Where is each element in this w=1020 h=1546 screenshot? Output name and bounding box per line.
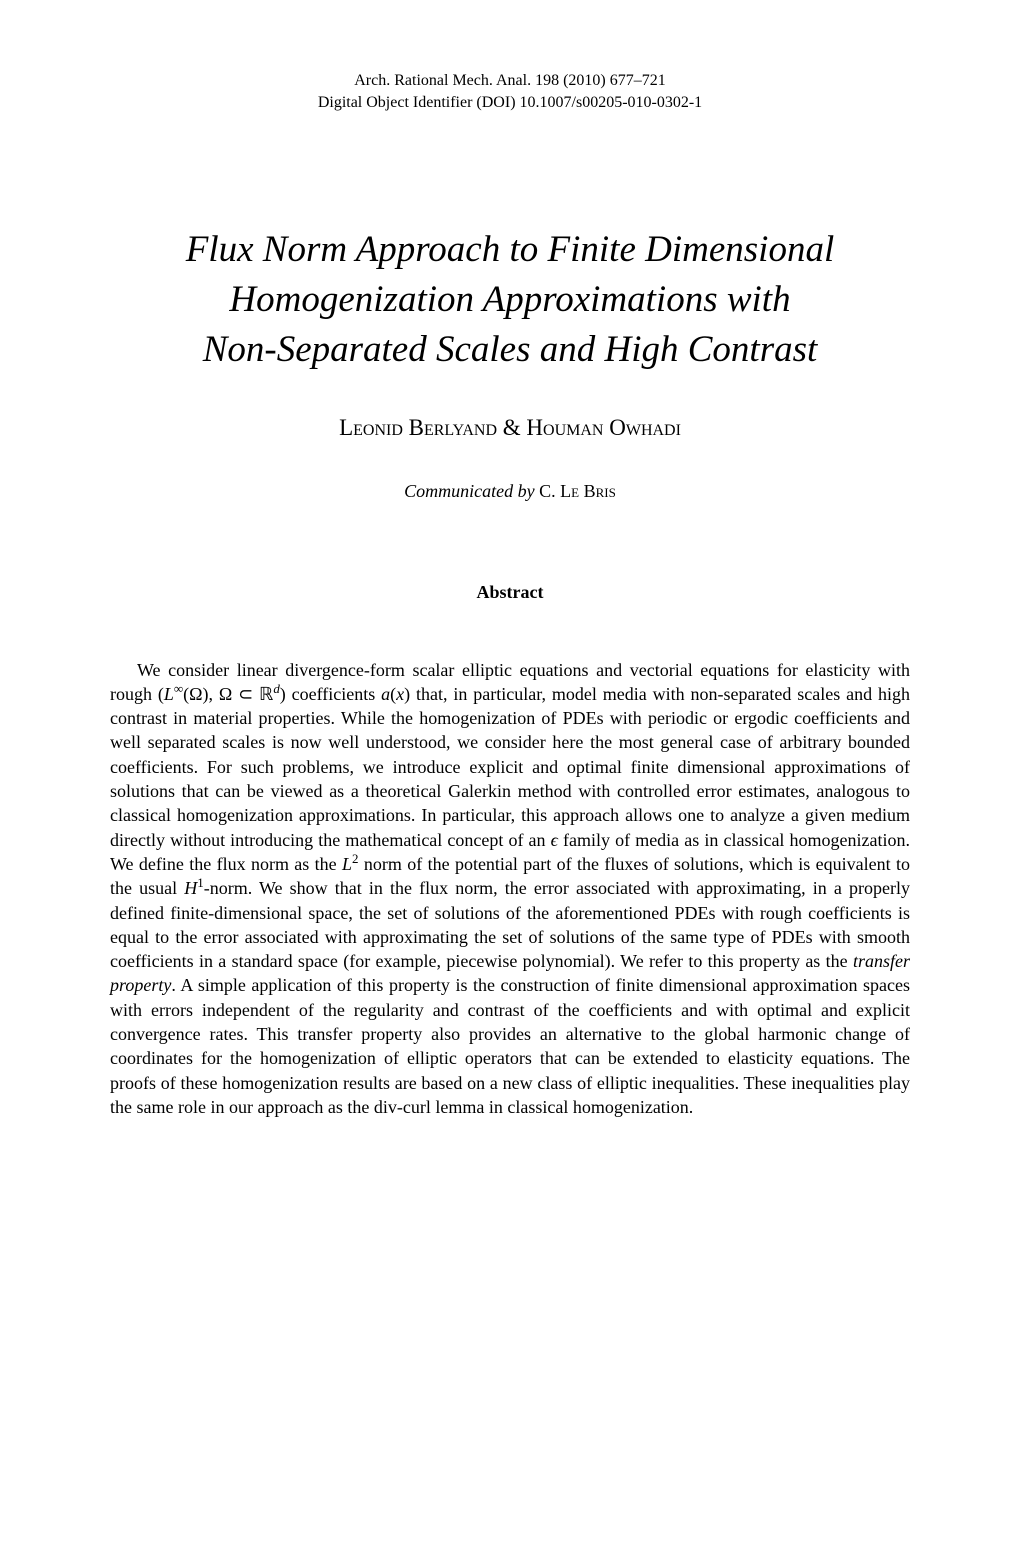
title-line-2: Homogenization Approximations with	[229, 279, 790, 320]
communicating-editor: C. Le Bris	[539, 481, 616, 501]
communicated-prefix: Communicated by	[404, 481, 539, 501]
title-line-3: Non-Separated Scales and High Contrast	[203, 329, 818, 370]
author-list: Leonid Berlyand & Houman Owhadi	[110, 415, 910, 441]
doi-line: Digital Object Identifier (DOI) 10.1007/…	[110, 92, 910, 114]
communicated-by: Communicated by C. Le Bris	[110, 481, 910, 502]
paper-page: Arch. Rational Mech. Anal. 198 (2010) 67…	[0, 0, 1020, 1189]
abstract-heading: Abstract	[110, 582, 910, 603]
journal-citation: Arch. Rational Mech. Anal. 198 (2010) 67…	[110, 70, 910, 92]
abstract-body: We consider linear divergence-form scala…	[110, 658, 910, 1120]
journal-header: Arch. Rational Mech. Anal. 198 (2010) 67…	[110, 70, 910, 115]
paper-title: Flux Norm Approach to Finite Dimensional…	[110, 225, 910, 375]
title-line-1: Flux Norm Approach to Finite Dimensional	[186, 229, 834, 270]
